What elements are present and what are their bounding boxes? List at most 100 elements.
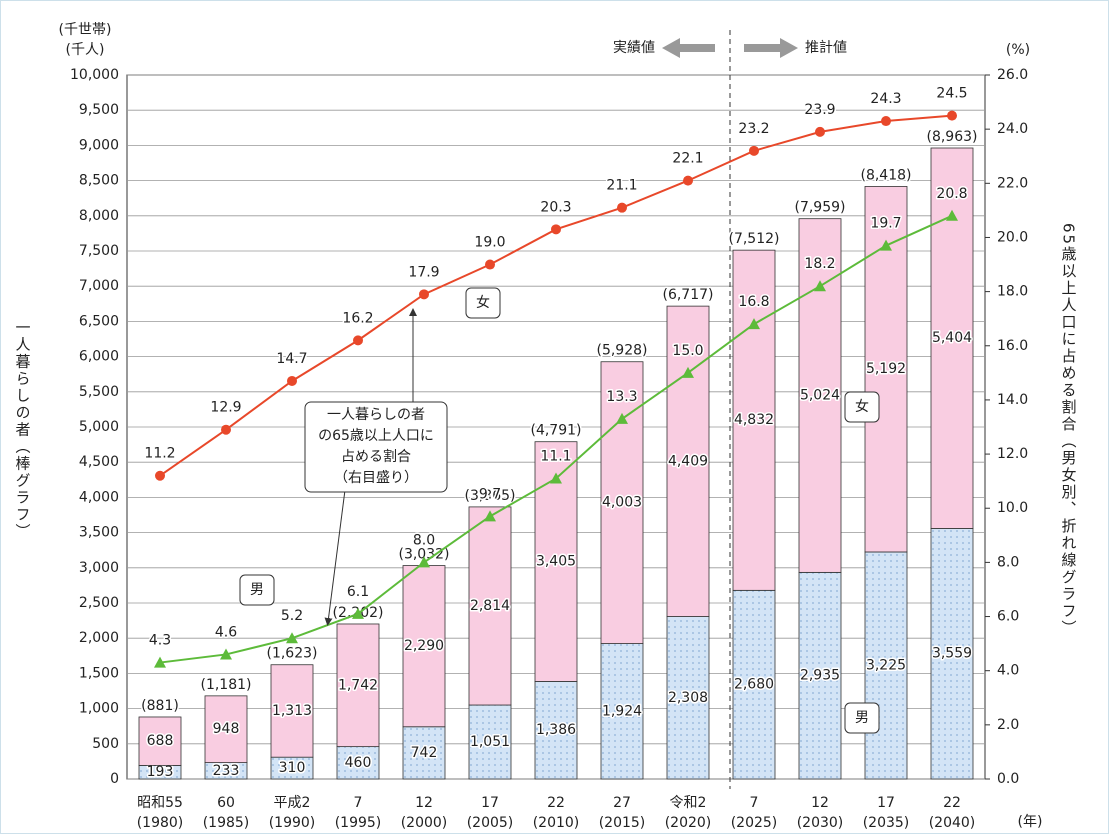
x-tick-year: (2030) <box>797 815 844 831</box>
point-label: 9.7 <box>479 486 501 502</box>
point-label: 4.3 <box>149 633 171 649</box>
total-label: (7,512) <box>728 231 779 247</box>
x-tick-year: (2010) <box>533 815 580 831</box>
total-label: (1,623) <box>266 646 317 662</box>
total-label: (4,791) <box>530 423 581 439</box>
point <box>484 510 496 522</box>
bar-value-label: 5,024 <box>800 388 840 404</box>
point <box>947 110 957 121</box>
bar-segment <box>864 551 908 780</box>
y2-tick-label: 24.0 <box>997 121 1028 137</box>
y-axis-label: 一人暮らしの者（棒グラフ） <box>14 320 32 541</box>
point-label: 23.9 <box>804 102 835 118</box>
x-tick-year: (2035) <box>863 815 910 831</box>
point-label: 14.7 <box>276 351 307 367</box>
total-label: (6,717) <box>662 287 713 303</box>
x-tick-label: 27 <box>613 795 631 811</box>
x-tick-year: (1980) <box>137 815 184 831</box>
total-label: (3,032) <box>398 547 449 563</box>
y-tick-label: 1,500 <box>79 665 119 681</box>
bar-value-label: 4,409 <box>668 453 708 469</box>
point-label: 16.8 <box>738 294 769 310</box>
y2-tick-label: 20.0 <box>997 229 1028 245</box>
point <box>551 224 561 235</box>
point <box>352 607 364 619</box>
total-label: (8,418) <box>860 167 911 183</box>
point <box>616 412 628 424</box>
point <box>814 280 826 292</box>
region-label: 女 <box>855 398 869 415</box>
total-label: (881) <box>141 698 179 714</box>
point-label: 13.3 <box>606 389 637 405</box>
bar-segment <box>468 704 512 780</box>
bar-segment <box>468 506 512 706</box>
point-label: 20.8 <box>936 186 967 202</box>
y-tick-label: 8,500 <box>79 173 119 189</box>
point-label: 17.9 <box>408 264 439 280</box>
point-label: 23.2 <box>738 121 769 137</box>
point-label: 22.1 <box>672 151 703 167</box>
y2-tick-label: 10.0 <box>997 500 1028 516</box>
bar-segment <box>666 305 710 617</box>
point <box>946 209 958 221</box>
point <box>683 175 693 186</box>
bar-segment <box>798 571 842 780</box>
bar-value-label: 460 <box>345 755 372 771</box>
y-tick-label: 8,000 <box>79 208 119 224</box>
point-label: 18.2 <box>804 256 835 272</box>
y-tick-label: 3,000 <box>79 560 119 576</box>
y2-tick-label: 18.0 <box>997 284 1028 300</box>
bar-segment <box>930 528 974 780</box>
point <box>287 375 297 386</box>
bar-value-label: 5,192 <box>866 361 906 377</box>
point-label: 19.7 <box>870 216 901 232</box>
point-label: 11.1 <box>540 448 571 464</box>
point <box>815 126 825 137</box>
point <box>353 335 363 346</box>
bar-value-label: 2,308 <box>668 690 708 706</box>
point <box>221 424 231 435</box>
y-tick-label: 2,000 <box>79 630 119 646</box>
point-label: 4.6 <box>215 624 237 640</box>
point <box>550 472 562 484</box>
x-tick-label: 令和2 <box>670 795 707 811</box>
callout-box <box>304 401 448 493</box>
y2-tick-label: 22.0 <box>997 175 1028 191</box>
bar-segment <box>270 664 314 758</box>
bar-value-label: 4,832 <box>734 412 774 428</box>
x-unit: (年) <box>1018 814 1043 830</box>
point-label: 8.0 <box>413 532 435 548</box>
point <box>748 318 760 330</box>
y2-tick-label: 2.0 <box>997 717 1019 733</box>
bar-value-label: 742 <box>411 745 438 761</box>
y-tick-label: 500 <box>92 736 119 752</box>
bar-segment <box>402 726 446 780</box>
arrow-right <box>744 38 798 58</box>
callout-text: 一人暮らしの者 <box>327 407 425 423</box>
point-label: 6.1 <box>347 584 369 600</box>
bar-value-label: 3,405 <box>536 554 576 570</box>
bar-segment <box>732 589 776 780</box>
y2-tick-label: 6.0 <box>997 609 1019 625</box>
region-label: 男 <box>250 582 264 598</box>
y-tick-label: 9,500 <box>79 102 119 118</box>
bar-segment <box>666 616 710 780</box>
y-tick-label: 1,000 <box>79 701 119 717</box>
bar-value-label: 1,051 <box>470 734 510 750</box>
bar-value-label: 4,003 <box>602 495 642 511</box>
y2-tick-label: 12.0 <box>997 446 1028 462</box>
bar-segment <box>336 623 380 748</box>
x-tick-year: (2000) <box>401 815 448 831</box>
x-tick-year: (2025) <box>731 815 778 831</box>
total-label: (3,865) <box>464 488 515 504</box>
y-tick-label: 9,000 <box>79 137 119 153</box>
callout-arrow <box>324 489 346 626</box>
x-tick-label: 昭和55 <box>137 795 183 811</box>
x-tick-label: 60 <box>217 795 235 811</box>
x-tick-label: 22 <box>943 795 961 811</box>
x-tick-label: 22 <box>547 795 565 811</box>
bar-segment <box>732 249 776 591</box>
bar-value-label: 5,404 <box>932 330 972 346</box>
phase-label: 推計値 <box>805 40 847 56</box>
